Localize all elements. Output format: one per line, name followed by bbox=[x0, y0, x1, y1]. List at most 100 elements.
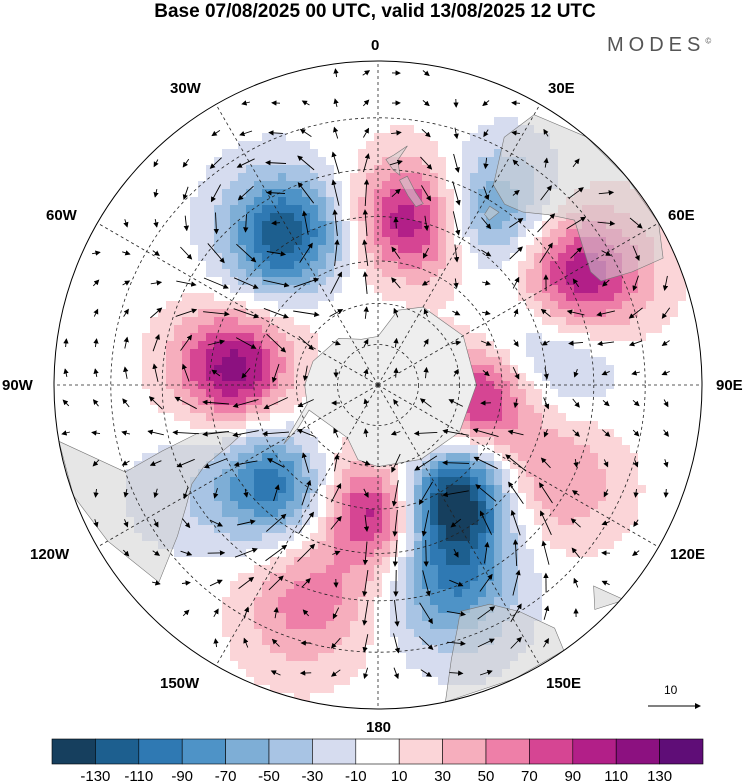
field-cell bbox=[222, 421, 231, 430]
field-cell bbox=[462, 173, 471, 182]
field-cell bbox=[502, 309, 511, 318]
field-cell bbox=[398, 77, 407, 86]
field-cell bbox=[342, 437, 351, 446]
field-cell bbox=[238, 229, 247, 238]
field-cell bbox=[334, 445, 343, 454]
field-cell bbox=[518, 93, 527, 102]
field-cell bbox=[606, 429, 615, 438]
field-cell bbox=[326, 157, 335, 166]
field-cell bbox=[118, 245, 127, 254]
field-cell bbox=[302, 357, 311, 366]
field-cell bbox=[190, 269, 199, 278]
field-cell bbox=[326, 125, 335, 134]
field-cell bbox=[294, 333, 303, 342]
field-cell bbox=[430, 101, 439, 110]
field-cell bbox=[638, 301, 647, 310]
field-cell bbox=[550, 269, 559, 278]
field-cell bbox=[126, 421, 135, 430]
field-cell bbox=[446, 229, 455, 238]
field-cell bbox=[110, 373, 119, 382]
field-cell bbox=[502, 357, 511, 366]
field-cell bbox=[230, 605, 239, 614]
field-cell bbox=[614, 285, 623, 294]
field-cell bbox=[366, 573, 375, 582]
field-cell bbox=[550, 453, 559, 462]
field-cell bbox=[334, 557, 343, 566]
field-cell bbox=[582, 597, 591, 606]
field-cell bbox=[302, 605, 311, 614]
field-cell bbox=[278, 85, 287, 94]
field-cell bbox=[678, 293, 687, 302]
field-cell bbox=[270, 541, 279, 550]
field-cell bbox=[614, 325, 623, 334]
field-cell bbox=[222, 261, 231, 270]
field-cell bbox=[198, 125, 207, 134]
field-cell bbox=[278, 133, 287, 142]
field-cell bbox=[134, 589, 143, 598]
field-cell bbox=[262, 461, 271, 470]
field-cell bbox=[430, 229, 439, 238]
field-cell bbox=[510, 357, 519, 366]
field-cell bbox=[622, 373, 631, 382]
field-cell bbox=[54, 365, 63, 374]
field-cell bbox=[374, 77, 383, 86]
field-cell bbox=[670, 493, 679, 502]
field-cell bbox=[382, 597, 391, 606]
field-cell bbox=[110, 213, 119, 222]
field-cell bbox=[262, 93, 271, 102]
field-cell bbox=[486, 85, 495, 94]
field-cell bbox=[94, 285, 103, 294]
field-cell bbox=[70, 333, 79, 342]
field-cell bbox=[406, 125, 415, 134]
field-cell bbox=[166, 149, 175, 158]
field-cell bbox=[310, 549, 319, 558]
field-cell bbox=[142, 573, 151, 582]
field-cell bbox=[350, 573, 359, 582]
field-cell bbox=[542, 509, 551, 518]
field-cell bbox=[302, 85, 311, 94]
field-cell bbox=[174, 349, 183, 358]
field-cell bbox=[230, 541, 239, 550]
field-cell bbox=[510, 461, 519, 470]
field-cell bbox=[470, 461, 479, 470]
field-cell bbox=[294, 397, 303, 406]
field-cell bbox=[694, 293, 702, 302]
field-cell bbox=[262, 501, 271, 510]
field-cell bbox=[246, 549, 255, 558]
field-cell bbox=[486, 525, 495, 534]
field-cell bbox=[510, 117, 519, 126]
field-cell bbox=[398, 293, 407, 302]
field-cell bbox=[270, 205, 279, 214]
field-cell bbox=[486, 365, 495, 374]
field-cell bbox=[494, 109, 503, 118]
field-cell bbox=[270, 445, 279, 454]
field-cell bbox=[334, 133, 343, 142]
field-cell bbox=[222, 349, 231, 358]
field-cell bbox=[510, 205, 519, 214]
field-cell bbox=[486, 269, 495, 278]
field-cell bbox=[598, 493, 607, 502]
field-cell bbox=[422, 301, 431, 310]
field-cell bbox=[230, 221, 239, 230]
field-cell bbox=[286, 597, 295, 606]
field-cell bbox=[286, 285, 295, 294]
field-cell bbox=[230, 173, 239, 182]
field-cell bbox=[222, 253, 231, 262]
field-cell bbox=[110, 181, 119, 190]
field-cell bbox=[246, 629, 255, 638]
field-cell bbox=[670, 477, 679, 486]
field-cell bbox=[598, 573, 607, 582]
field-cell bbox=[486, 261, 495, 270]
field-cell bbox=[286, 277, 295, 286]
field-cell bbox=[86, 405, 95, 414]
field-cell bbox=[310, 173, 319, 182]
field-cell bbox=[94, 437, 103, 446]
field-cell bbox=[102, 453, 111, 462]
field-cell bbox=[102, 325, 111, 334]
field-cell bbox=[70, 397, 79, 406]
field-cell bbox=[478, 573, 487, 582]
field-cell bbox=[326, 573, 335, 582]
field-cell bbox=[238, 197, 247, 206]
field-cell bbox=[422, 165, 431, 174]
field-cell bbox=[454, 149, 463, 158]
